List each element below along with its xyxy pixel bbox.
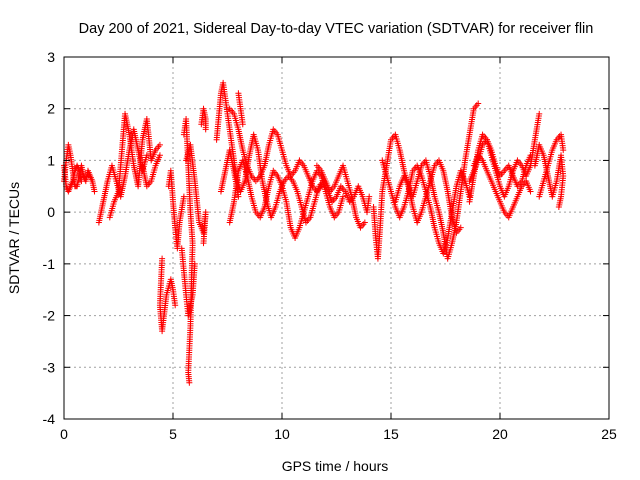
data-point: [156, 141, 163, 148]
x-tick-label: 5: [169, 426, 177, 442]
x-axis-label: GPS time / hours: [282, 458, 389, 474]
y-tick-label: 2: [47, 101, 55, 117]
data-point: [200, 240, 207, 247]
data-point: [202, 126, 209, 133]
data-point: [527, 188, 534, 195]
data-point: [536, 110, 543, 117]
data-point: [186, 379, 193, 386]
x-tick-label: 0: [60, 426, 68, 442]
data-point: [91, 188, 98, 195]
y-tick-label: 1: [47, 152, 55, 168]
data-point: [361, 219, 368, 226]
data-point: [235, 193, 242, 200]
x-tick-label: 10: [274, 426, 290, 442]
x-axis: 0 5 10 15 20 25: [60, 57, 617, 442]
y-axis-label: SDTVAR / TECUs: [6, 182, 22, 294]
data-point: [180, 193, 187, 200]
data-point: [560, 147, 567, 154]
data-point: [527, 152, 534, 159]
y-tick-label: 3: [47, 49, 55, 65]
x-tick-label: 15: [383, 426, 399, 442]
y-axis: -4 -3 -2 -1 0 1 2 3: [43, 49, 609, 427]
plot-border: [63, 56, 610, 420]
y-tick-label: 0: [47, 204, 55, 220]
data-point: [78, 178, 85, 185]
y-tick-label: -4: [43, 411, 56, 427]
grid-lines: [64, 57, 609, 419]
data-points: [61, 79, 567, 386]
y-tick-label: -2: [43, 308, 56, 324]
y-tick-label: -3: [43, 359, 56, 375]
x-tick-label: 25: [601, 426, 617, 442]
data-point: [457, 224, 464, 231]
x-tick-label: 20: [492, 426, 508, 442]
data-point: [555, 203, 562, 210]
data-point: [239, 121, 246, 128]
data-point: [156, 152, 163, 159]
data-point: [191, 260, 198, 267]
data-point: [172, 302, 179, 309]
data-point: [143, 152, 150, 159]
data-point: [475, 100, 482, 107]
y-tick-label: -1: [43, 256, 56, 272]
data-point: [340, 193, 347, 200]
chart-title: Day 200 of 2021, Sidereal Day-to-day VTE…: [79, 21, 594, 37]
data-point: [366, 193, 373, 200]
